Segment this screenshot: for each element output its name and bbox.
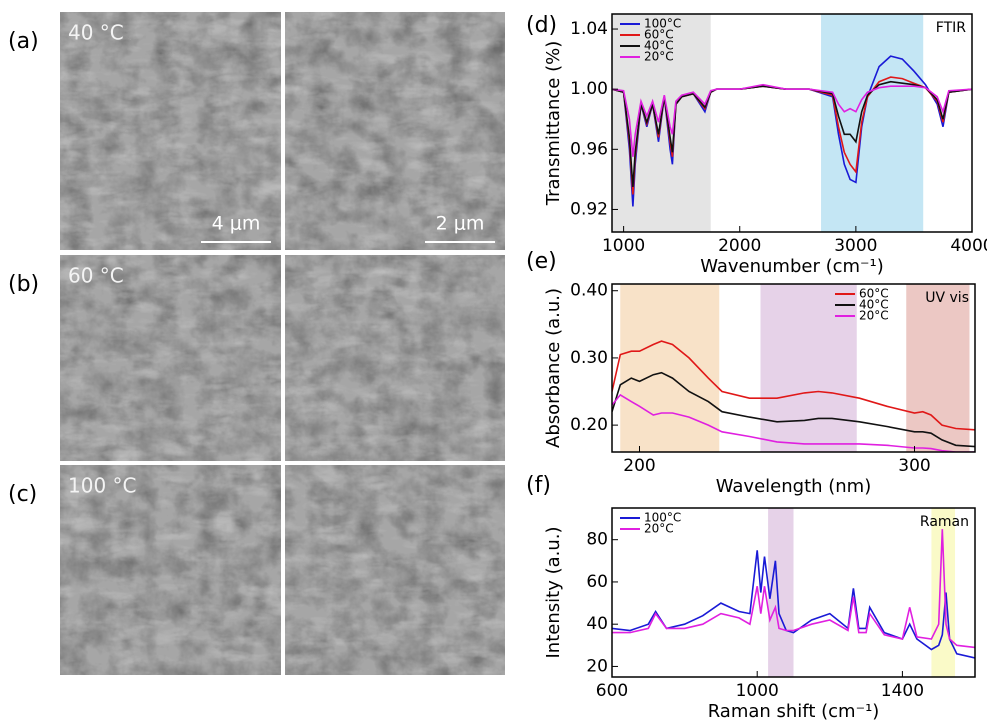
y-axis-label: Transmittance (%) [543,41,564,207]
sem-texture [285,12,505,250]
y-tick-label: 0.96 [570,139,608,159]
annotation: Raman [920,514,969,530]
y-tick-label: 0.40 [570,281,608,301]
y-axis-label: Absorbance (a.u.) [543,288,564,448]
y-tick-label: 0.30 [570,348,608,368]
sem-texture [60,465,281,675]
y-tick-label: 1.00 [570,79,608,99]
sem-texture [60,12,281,250]
sem-texture [285,255,505,461]
annotation: FTIR [936,20,966,36]
panel-label: (b) [8,272,39,297]
x-axis-label: Wavelength (nm) [716,476,872,497]
legend-label: 100°C [644,17,681,31]
temperature-label: 100 °C [68,474,137,498]
temperature-label: 40 °C [68,21,124,45]
legend-label: 100°C [644,511,681,525]
band [760,284,857,452]
plot-frame [611,283,976,453]
y-tick-label: 40 [586,614,608,634]
plot-frame [611,507,976,678]
x-tick-label: 1000 [602,236,645,256]
x-tick-label: 1000 [736,681,779,701]
legend-label: 60°C [644,28,674,42]
series-line [612,371,975,448]
y-tick-label: 0.92 [570,199,608,219]
panel-label: (a) [8,29,39,54]
scale-bar-label: 2 μm [436,213,485,235]
band [620,284,720,452]
x-axis-label: Wavenumber (cm⁻¹) [700,256,884,277]
series-line [612,529,975,649]
x-tick-label: 3000 [834,236,877,256]
y-tick-label: 60 [586,572,608,592]
x-axis-label: Raman shift (cm⁻¹) [708,701,880,722]
annotation: UV vis [925,290,969,306]
x-tick-label: 1400 [881,681,924,701]
panel-label: (d) [526,13,557,38]
sem-texture [285,465,505,675]
series-line [612,83,972,157]
panel-label: (e) [526,249,557,274]
y-tick-label: 20 [586,656,608,676]
panel-label: (f) [526,473,551,498]
series-line [612,340,975,431]
series-line [612,393,975,452]
legend-label: 40°C [644,39,674,53]
plot-frame [611,13,973,233]
x-tick-label: 2000 [718,236,761,256]
sem-texture [60,255,281,461]
y-tick-label: 0.20 [570,415,608,435]
x-tick-label: 200 [623,456,655,476]
panel-label: (c) [8,482,37,507]
legend-label: 20°C [644,522,674,536]
band [906,284,970,452]
scale-bar-label: 4 μm [212,213,261,235]
temperature-label: 60 °C [68,264,124,288]
y-axis-label: Intensity (a.u.) [543,527,564,659]
legend-label: 20°C [644,50,674,64]
legend-label: 20°C [859,309,889,323]
band [768,508,794,677]
series-line [612,550,975,659]
x-tick-label: 600 [596,681,628,701]
x-tick-label: 300 [898,456,930,476]
legend-label: 60°C [859,287,889,301]
y-tick-label: 80 [586,530,608,550]
legend-label: 40°C [859,298,889,312]
y-tick-label: 1.04 [570,19,608,39]
